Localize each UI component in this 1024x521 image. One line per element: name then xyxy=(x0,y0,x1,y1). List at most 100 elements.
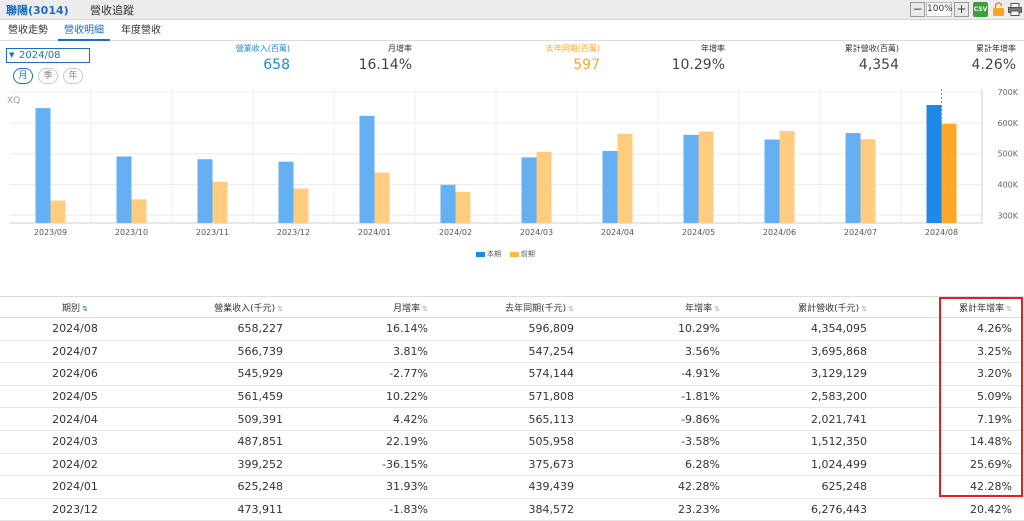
header-cumulative[interactable]: 累計營收(千元) ⇅ xyxy=(732,296,879,318)
sort-icon: ⇅ xyxy=(1006,304,1012,313)
revenue-detail-table: 期別 ⇅ 營業收入(千元) ⇅ 月增率 ⇅ 去年同期(千元) ⇅ 年增率 ⇅ 累計營收(千… xyxy=(0,296,1024,521)
sort-icon: ⇅ xyxy=(861,304,867,313)
bar-current xyxy=(845,133,861,223)
tab-revenue-trend[interactable]: 營收走勢 xyxy=(8,25,48,36)
table-cell: -3.58% xyxy=(586,430,732,454)
table-cell: 10.29% xyxy=(586,317,732,341)
table-cell: 1,512,350 xyxy=(732,430,879,454)
summary-value: 597 xyxy=(573,57,600,73)
legend-swatch-previous xyxy=(509,251,519,257)
table-cell: 487,851 xyxy=(150,430,295,454)
table-cell: 2024/03 xyxy=(0,430,150,454)
table-row[interactable]: 2024/08 658,227 16.14% 596,809 10.29% 4,354,0… xyxy=(0,317,1024,341)
bar-current xyxy=(602,150,618,223)
tab-revenue-detail[interactable]: 營收明細 xyxy=(58,21,110,41)
table-cell: 2,583,200 xyxy=(732,385,879,409)
table-row[interactable]: 2024/04 509,391 4.42% 565,113 -9.86% 2,021,74… xyxy=(0,407,1024,431)
chart-watermark: XQ xyxy=(7,96,21,106)
bar-current xyxy=(116,156,132,223)
title-bar: 聯陽(3014) 營收追蹤 − 100% + CSV xyxy=(0,0,1024,20)
y-tick-label: 500K xyxy=(997,150,1018,159)
sort-icon: ⇅ xyxy=(82,304,88,313)
x-tick-label: 2024/01 xyxy=(358,228,391,237)
table-cell: 505,958 xyxy=(440,430,586,454)
chevron-down-icon: ▼ xyxy=(9,51,15,59)
header-last-year[interactable]: 去年同期(千元) ⇅ xyxy=(440,296,586,318)
table-row[interactable]: 2023/12 473,911 -1.83% 384,572 23.23% 6,276,4… xyxy=(0,498,1024,521)
summary-last-year: 去年同期(百萬) 597 xyxy=(470,43,600,73)
table-cell: 2024/06 xyxy=(0,362,150,386)
header-period[interactable]: 期別 ⇅ xyxy=(0,296,150,318)
table-cell: 574,144 xyxy=(440,362,586,386)
granularity-year-button[interactable]: 年 xyxy=(63,68,83,84)
x-tick-label: 2024/05 xyxy=(682,228,715,237)
table-cell: 3,695,868 xyxy=(732,340,879,364)
bar-previous xyxy=(860,139,876,223)
table-cell: -4.91% xyxy=(586,362,732,386)
table-header-row: 期別 ⇅ 營業收入(千元) ⇅ 月增率 ⇅ 去年同期(千元) ⇅ 年增率 ⇅ 累計營收(千… xyxy=(0,296,1024,318)
table-row[interactable]: 2024/03 487,851 22.19% 505,958 -3.58% 1,512,3… xyxy=(0,430,1024,454)
table-row[interactable]: 2024/07 566,739 3.81% 547,254 3.56% 3,695,868… xyxy=(0,340,1024,364)
header-cumulative-yoy[interactable]: 累計年增率 ⇅ xyxy=(879,296,1024,318)
table-cell: 2024/04 xyxy=(0,407,150,431)
x-tick-label: 2024/03 xyxy=(520,228,553,237)
summary-value: 10.29% xyxy=(671,57,725,73)
summary-cumulative-yoy: 累計年增率 4.26% xyxy=(886,43,1016,73)
table-cell: 547,254 xyxy=(440,340,586,364)
zoom-in-button[interactable]: + xyxy=(954,2,969,17)
zoom-out-button[interactable]: − xyxy=(910,2,925,17)
x-tick-label: 2024/06 xyxy=(763,228,796,237)
table-row[interactable]: 2024/02 399,252 -36.15% 375,673 6.28% 1,024,4… xyxy=(0,453,1024,477)
table-cell: 3.25% xyxy=(879,340,1024,364)
table-cell: 473,911 xyxy=(150,498,295,521)
table-row[interactable]: 2024/06 545,929 -2.77% 574,144 -4.91% 3,129,1… xyxy=(0,362,1024,386)
bar-previous xyxy=(455,191,471,223)
table-cell: 2,021,741 xyxy=(732,407,879,431)
summary-value: 16.14% xyxy=(358,57,412,73)
revenue-bar-chart: 700K 600K 500K 400K 300K 2023/09 2023/10 2023/1… xyxy=(10,88,1019,237)
table-cell: 25.69% xyxy=(879,453,1024,477)
table-cell: 596,809 xyxy=(440,317,586,341)
zoom-level[interactable]: 100% xyxy=(926,2,953,17)
table-cell: 2023/12 xyxy=(0,498,150,521)
tab-annual-revenue[interactable]: 年度營收 xyxy=(121,25,161,36)
table-cell: 3,129,129 xyxy=(732,362,879,386)
legend-swatch-current xyxy=(476,251,485,257)
table-cell: 509,391 xyxy=(150,407,295,431)
table-cell: 1,024,499 xyxy=(732,453,879,477)
granularity-quarter-button[interactable]: 季 xyxy=(38,68,58,84)
header-yoy[interactable]: 年增率 ⇅ xyxy=(586,296,732,318)
table-cell: 399,252 xyxy=(150,453,295,477)
header-revenue[interactable]: 營業收入(千元) ⇅ xyxy=(150,296,295,318)
bar-previous xyxy=(374,172,390,223)
print-icon[interactable] xyxy=(1008,3,1022,16)
table-cell: -1.81% xyxy=(586,385,732,409)
csv-export-button[interactable]: CSV xyxy=(973,2,988,17)
window-title: 營收追蹤 xyxy=(90,4,134,17)
granularity-month-button[interactable]: 月 xyxy=(13,68,33,84)
table-cell: 3.20% xyxy=(879,362,1024,386)
table-cell: 10.22% xyxy=(295,385,440,409)
table-cell: 384,572 xyxy=(440,498,586,521)
table-row[interactable]: 2024/05 561,459 10.22% 571,808 -1.81% 2,583,2… xyxy=(0,385,1024,409)
summary-mom: 月增率 16.14% xyxy=(282,43,412,73)
table-cell: 625,248 xyxy=(150,475,295,499)
summary-yoy: 年增率 10.29% xyxy=(595,43,725,73)
bar-previous xyxy=(617,133,633,223)
bar-current xyxy=(440,184,456,223)
sort-icon: ⇅ xyxy=(568,304,574,313)
table-cell: -36.15% xyxy=(295,453,440,477)
period-dropdown[interactable]: ▼ 2024/08 xyxy=(6,48,90,63)
x-tick-label: 2024/07 xyxy=(844,228,877,237)
bar-current xyxy=(197,159,213,223)
sort-icon: ⇅ xyxy=(714,304,720,313)
summary-label: 累計年增率 xyxy=(976,44,1016,53)
table-row[interactable]: 2024/01 625,248 31.93% 439,439 42.28% 625,248… xyxy=(0,475,1024,499)
table-cell: -9.86% xyxy=(586,407,732,431)
header-mom[interactable]: 月增率 ⇅ xyxy=(295,296,440,318)
x-tick-label: 2024/08 xyxy=(925,228,958,237)
table-cell: 2024/07 xyxy=(0,340,150,364)
lock-icon[interactable] xyxy=(992,2,1005,17)
table-cell: 375,673 xyxy=(440,453,586,477)
stock-name[interactable]: 聯陽(3014) xyxy=(6,4,69,17)
